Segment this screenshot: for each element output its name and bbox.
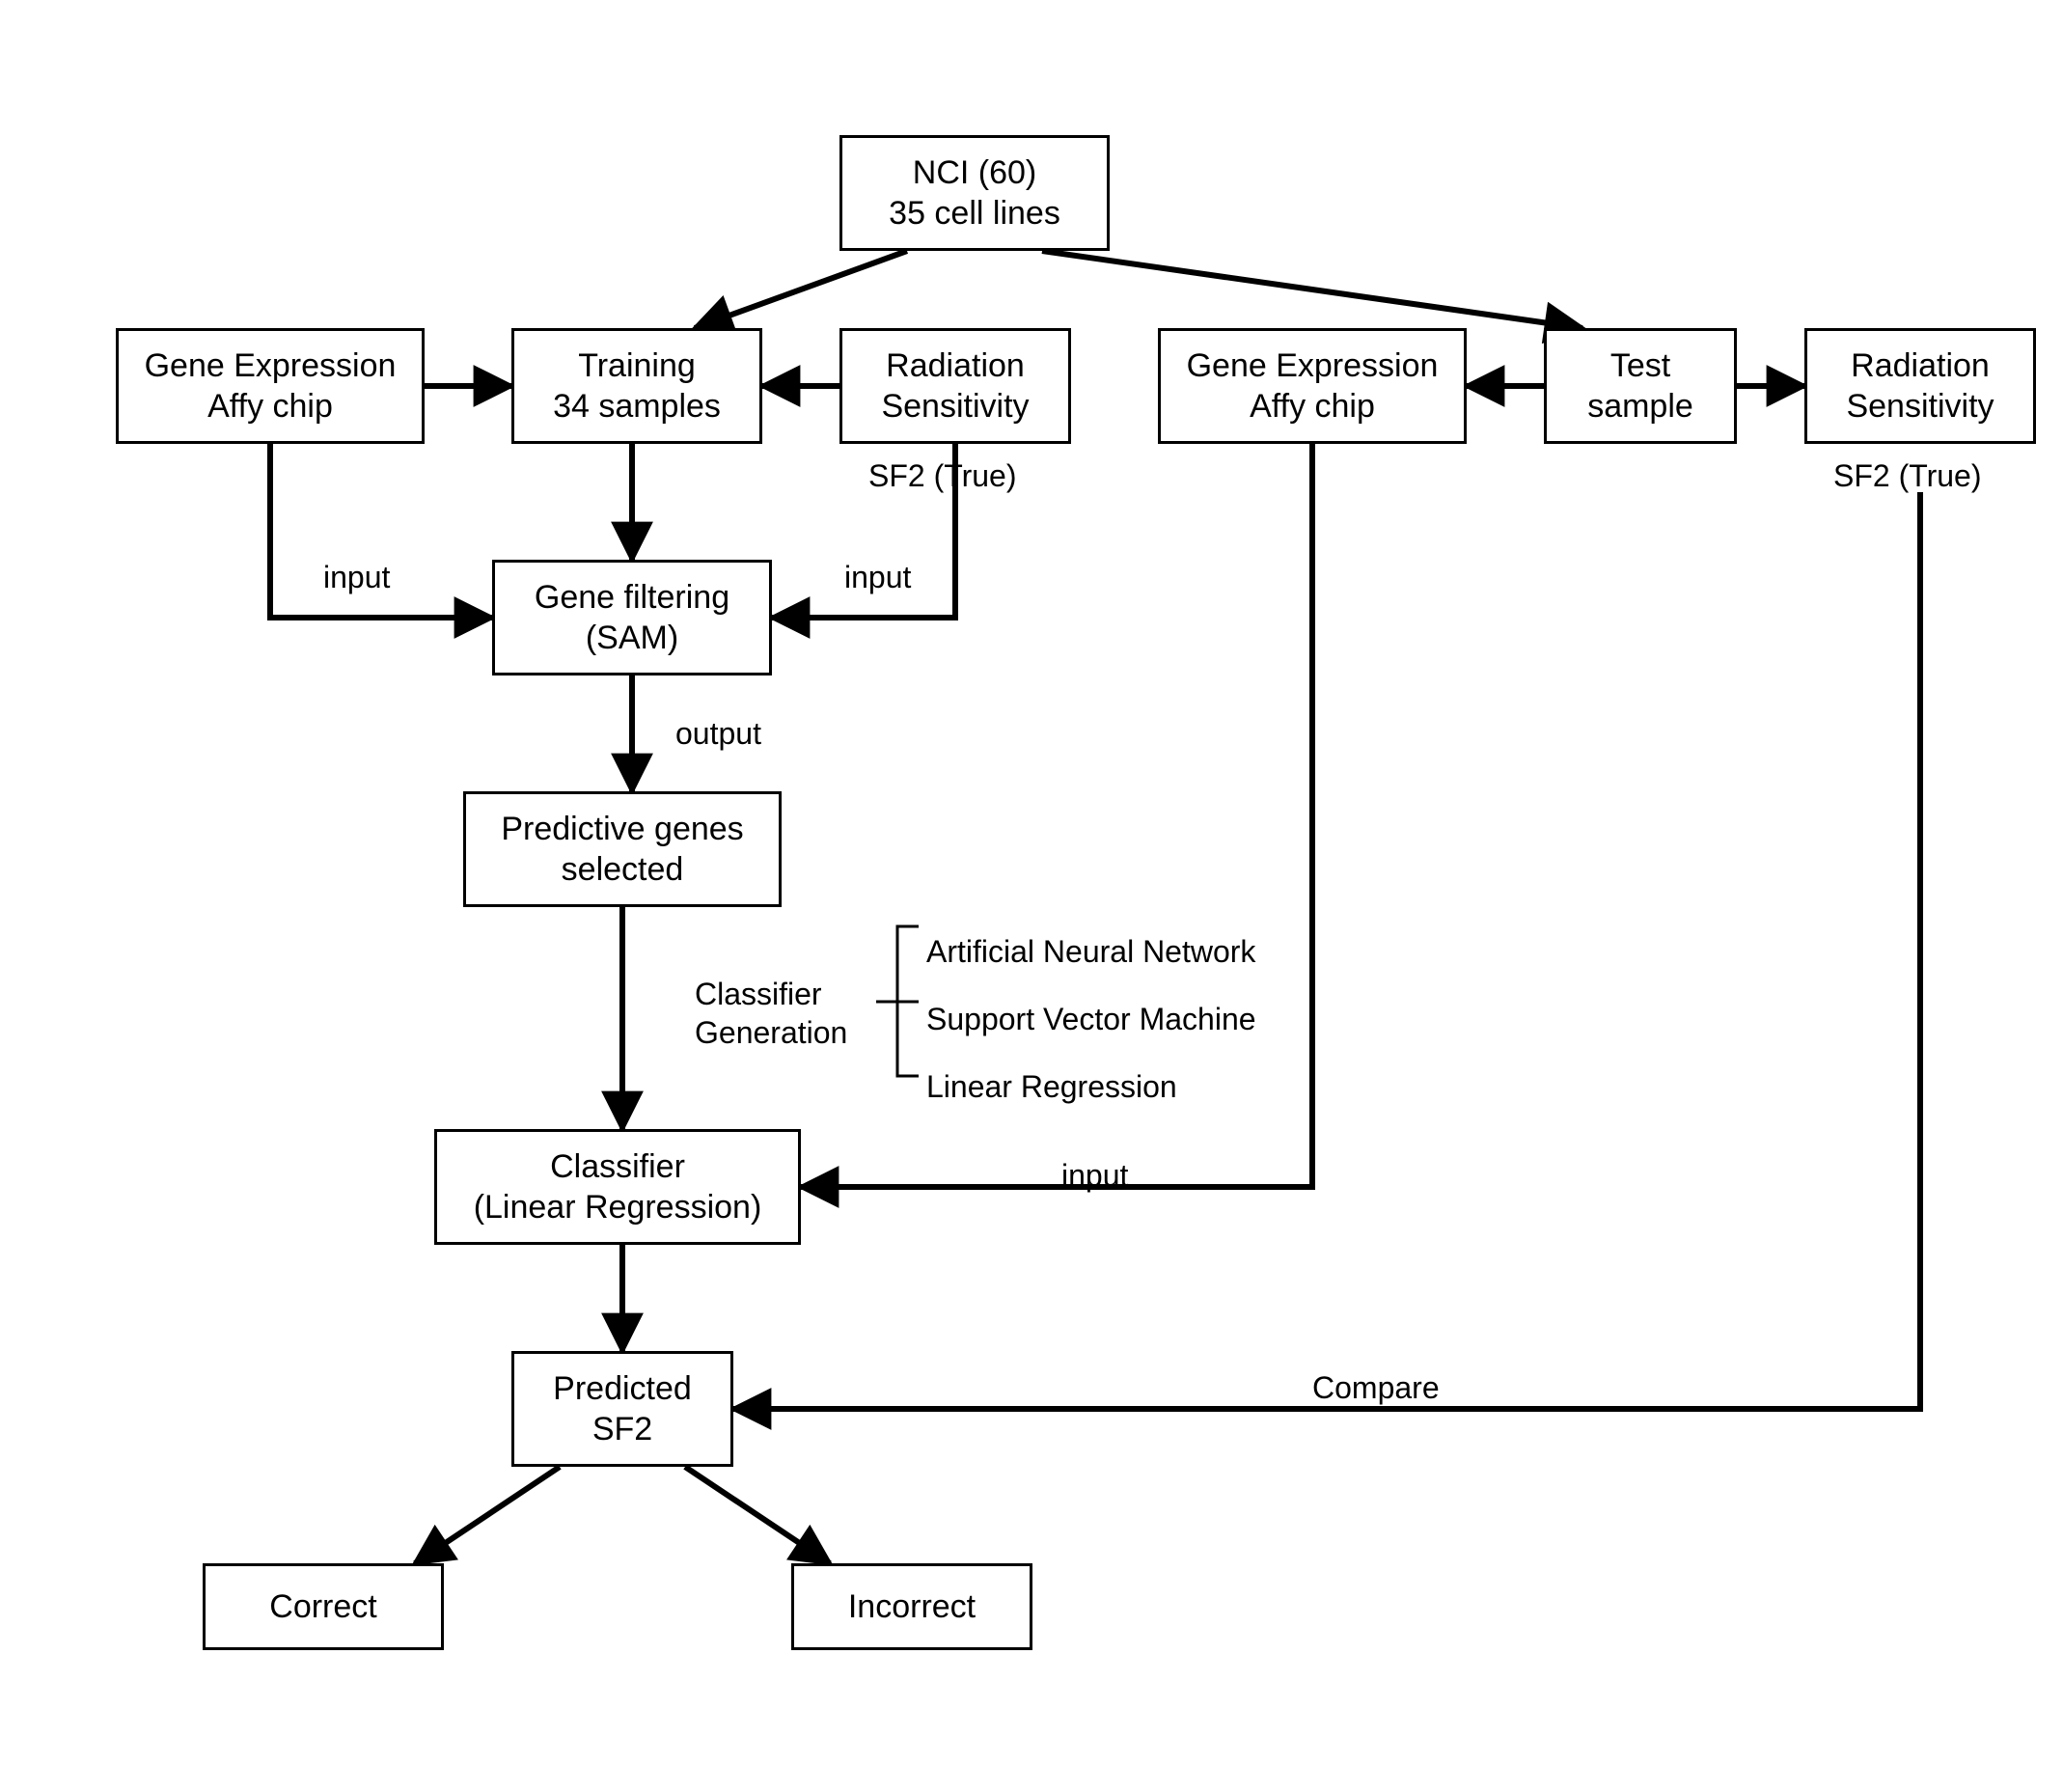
edge-pred-correct [415,1467,560,1563]
node-test_sample: Test sample [1544,328,1737,444]
node-rad_sens_r: Radiation Sensitivity [1804,328,2036,444]
label-class_gen_2: Generation [695,1015,847,1051]
node-classifier: Classifier (Linear Regression) [434,1129,801,1245]
label-compare: Compare [1312,1370,1440,1406]
label-linreg: Linear Regression [926,1069,1177,1105]
edge-nci-training [695,251,907,328]
edge-pred-incorrect [685,1467,830,1563]
label-ann: Artificial Neural Network [926,934,1255,970]
node-correct: Correct [203,1563,444,1650]
label-sf2_true_r: SF2 (True) [1833,458,1982,494]
label-svm: Support Vector Machine [926,1002,1256,1037]
node-gene_filter: Gene filtering (SAM) [492,560,772,675]
node-pred_genes: Predictive genes selected [463,791,782,907]
flowchart-canvas: NCI (60) 35 cell lines Gene Expression Af… [0,0,2063,1792]
node-gene_expr_r: Gene Expression Affy chip [1158,328,1467,444]
label-input_r: input [844,560,911,595]
node-predicted: Predicted SF2 [511,1351,733,1467]
edge-nci-test [1042,251,1582,328]
label-input_long: input [1061,1158,1128,1194]
bracket-classifier-options [876,926,919,1076]
node-gene_expr_l: Gene Expression Affy chip [116,328,425,444]
edges-layer [0,0,2063,1792]
label-output: output [675,716,761,752]
node-training: Training 34 samples [511,328,762,444]
node-nci: NCI (60) 35 cell lines [839,135,1110,251]
label-sf2_true_l: SF2 (True) [868,458,1017,494]
edge-radsensr-pred [733,492,1920,1409]
node-incorrect: Incorrect [791,1563,1032,1650]
node-rad_sens_l: Radiation Sensitivity [839,328,1071,444]
label-input_l: input [323,560,390,595]
label-class_gen_1: Classifier [695,977,822,1012]
